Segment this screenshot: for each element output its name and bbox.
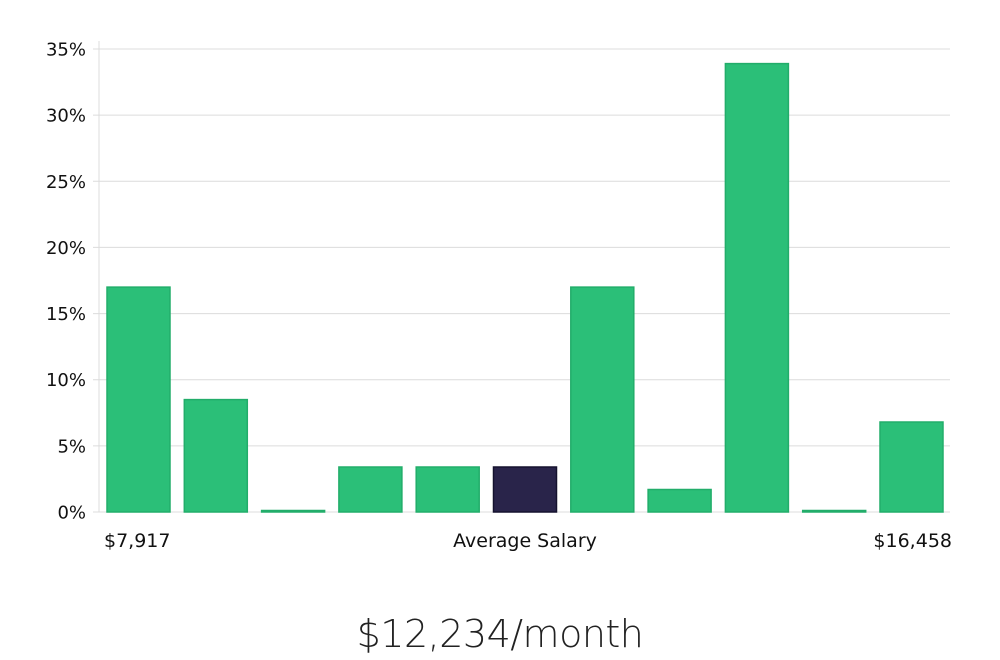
y-tick-label: 10%	[46, 370, 86, 391]
bar	[570, 286, 635, 513]
bar-highlighted	[492, 466, 558, 513]
bar	[879, 421, 944, 513]
bar	[724, 62, 790, 513]
bar	[647, 488, 712, 513]
y-tick-label: 0%	[57, 503, 86, 524]
y-tick-labels: 0% 5% 10% 15% 20% 25% 30% 35%	[46, 40, 86, 524]
bar	[801, 509, 867, 513]
bar	[183, 398, 249, 513]
bars-layer	[106, 62, 944, 513]
y-tick-label: 30%	[46, 106, 86, 127]
x-axis-title: Average Salary	[453, 530, 597, 552]
bar	[415, 466, 480, 513]
y-tick-label: 15%	[46, 304, 86, 325]
salary-histogram: 0% 5% 10% 15% 20% 25% 30% 35% $7,917 Average Sa…	[46, 40, 952, 553]
y-tick-label: 20%	[46, 238, 86, 259]
y-tick-label: 25%	[46, 172, 86, 193]
x-label-max: $16,458	[873, 530, 952, 552]
bar	[106, 286, 171, 513]
average-salary-caption: $12,234/month	[356, 612, 644, 656]
x-label-min: $7,917	[104, 530, 170, 552]
y-tick-label: 5%	[57, 436, 86, 457]
bar	[338, 466, 403, 513]
bar	[260, 509, 326, 513]
y-tick-label: 35%	[46, 40, 86, 61]
